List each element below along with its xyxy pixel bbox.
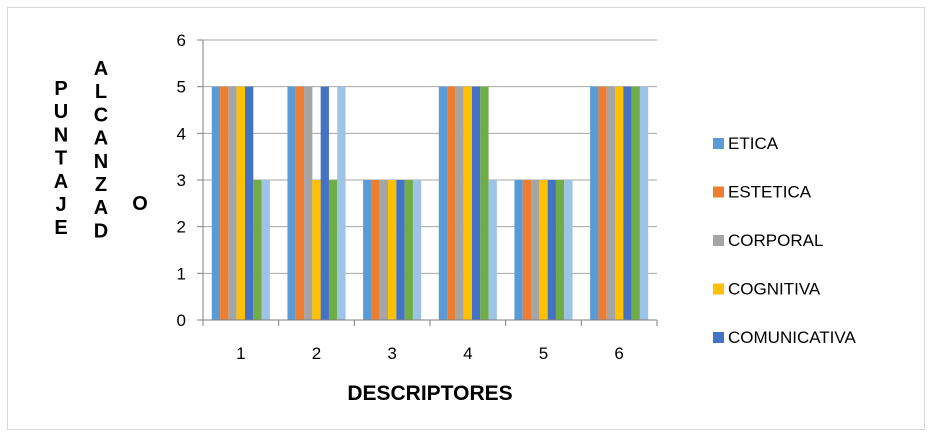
bar	[236, 86, 245, 321]
legend-label: COMUNICATIVA	[728, 328, 856, 347]
legend-label: ETICA	[728, 134, 779, 153]
y-tick-label: 2	[177, 218, 186, 237]
x-axis-title: DESCRIPTORES	[347, 382, 512, 405]
bar	[488, 180, 497, 320]
legend-swatch	[713, 138, 724, 149]
y-axis-title-letter: U	[54, 101, 68, 123]
x-tick-label: 2	[312, 344, 321, 363]
bar	[304, 86, 313, 321]
bar	[606, 86, 616, 321]
legend-swatch	[713, 283, 724, 295]
bar	[220, 86, 229, 321]
legend-swatch	[713, 332, 724, 343]
bar	[455, 86, 464, 321]
x-tick-label: 5	[539, 344, 548, 363]
gridlines	[203, 39, 657, 274]
bar	[564, 180, 573, 320]
bar	[396, 180, 405, 320]
bar	[412, 180, 422, 320]
bar	[337, 86, 346, 321]
x-tick-labels: 1 2 3 4 5 6	[236, 344, 624, 363]
bar	[480, 86, 489, 321]
bar	[631, 86, 640, 321]
y-tick-labels: 0 1 2 3 4 5 6	[177, 31, 186, 330]
y-axis-title-letter: A	[54, 171, 68, 193]
bar	[320, 86, 329, 321]
bar	[261, 180, 270, 320]
axes	[197, 39, 658, 326]
bar	[547, 180, 556, 320]
bar	[312, 180, 321, 320]
y-axis-title-letter: N	[94, 151, 108, 173]
bar	[623, 86, 632, 321]
bar	[228, 86, 237, 321]
y-tick-label: 4	[177, 124, 186, 143]
x-tick-label: 3	[387, 344, 396, 363]
bar	[471, 86, 481, 321]
x-tick-label: 4	[463, 344, 472, 363]
bar	[287, 86, 296, 321]
y-axis-title-letter: T	[55, 148, 67, 170]
y-axis-title-letter: Z	[95, 174, 107, 196]
y-tick-label: 3	[177, 171, 186, 190]
legend: ETICA ESTETICA CORPORAL COGNITIVA COMUNICATI…	[713, 134, 856, 347]
y-axis-title-letter: E	[54, 217, 67, 239]
y-axis-title-letter: A	[94, 58, 108, 80]
bar	[371, 180, 380, 320]
y-axis-title-letter: C	[94, 104, 108, 126]
y-axis-title-letter: J	[55, 194, 66, 216]
bar	[555, 180, 565, 320]
bar	[379, 180, 389, 320]
bar	[639, 86, 649, 321]
x-tick-label: 1	[236, 344, 245, 363]
y-tick-label: 6	[177, 31, 186, 50]
bar	[295, 86, 305, 321]
y-axis-title-letter: A	[94, 197, 108, 219]
bar	[211, 86, 221, 321]
y-tick-label: 5	[177, 78, 186, 97]
bar	[404, 180, 413, 320]
bar	[388, 180, 397, 320]
y-axis-title-letter: N	[54, 124, 68, 146]
bar	[363, 180, 372, 320]
bar	[328, 180, 338, 320]
bar	[598, 86, 607, 321]
bar	[244, 86, 254, 321]
y-axis-title-letter: L	[95, 81, 107, 103]
y-axis-title-letter: O	[132, 193, 148, 215]
bars	[211, 86, 649, 321]
y-axis-title-letter: A	[94, 128, 108, 150]
x-tick-label: 6	[614, 344, 623, 363]
bar	[514, 180, 523, 320]
legend-label: COGNITIVA	[728, 280, 821, 299]
legend-label: ESTETICA	[728, 183, 812, 202]
bar	[531, 180, 540, 320]
legend-swatch	[713, 235, 724, 246]
bar	[539, 180, 548, 320]
legend-label: CORPORAL	[728, 231, 823, 250]
y-axis-title-letter: D	[94, 220, 108, 242]
bar	[615, 86, 624, 321]
bar	[253, 180, 262, 320]
y-axis-title-letter: P	[54, 78, 67, 100]
y-tick-label: 1	[177, 264, 186, 283]
bar	[522, 180, 532, 320]
bar	[438, 86, 448, 321]
legend-swatch	[713, 186, 724, 198]
bar	[463, 86, 472, 321]
chart-frame	[7, 7, 925, 430]
bar	[447, 86, 456, 321]
bar	[590, 86, 599, 321]
y-tick-label: 0	[177, 311, 186, 330]
